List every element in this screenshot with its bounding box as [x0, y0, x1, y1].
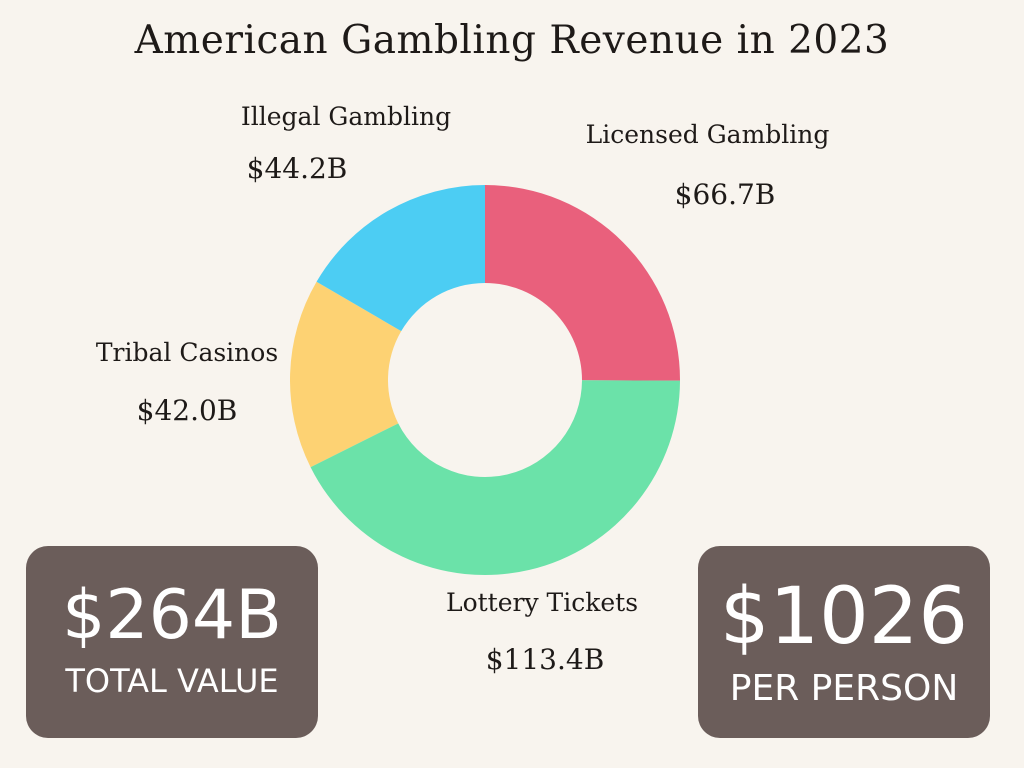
- donut-slice-tribal-casinos: [289, 281, 402, 468]
- total-value-label: TOTAL VALUE: [65, 662, 279, 700]
- slice-label-lottery-tickets: Lottery Tickets: [445, 588, 639, 617]
- per-person-card: $1026 PER PERSON: [698, 546, 990, 738]
- chart-title: American Gambling Revenue in 2023: [134, 18, 890, 63]
- per-person-amount: $1026: [719, 572, 969, 662]
- slice-value-tribal-casinos: $42.0B: [136, 394, 238, 427]
- slice-label-illegal-gambling: Illegal Gambling: [240, 102, 452, 131]
- slice-label-licensed-gambling: Licensed Gambling: [585, 120, 830, 149]
- slice-value-licensed-gambling: $66.7B: [674, 178, 776, 211]
- donut-slice-licensed-gambling: [485, 185, 680, 381]
- total-value-card: $264B TOTAL VALUE: [26, 546, 318, 738]
- total-value-amount: $264B: [62, 576, 282, 655]
- per-person-label: PER PERSON: [729, 668, 959, 709]
- slice-value-illegal-gambling: $44.2B: [246, 152, 348, 185]
- donut-slice-lottery-tickets: [310, 380, 680, 576]
- donut-slice-illegal-gambling: [316, 185, 485, 332]
- slice-value-lottery-tickets: $113.4B: [485, 643, 605, 676]
- slice-label-tribal-casinos: Tribal Casinos: [95, 338, 279, 367]
